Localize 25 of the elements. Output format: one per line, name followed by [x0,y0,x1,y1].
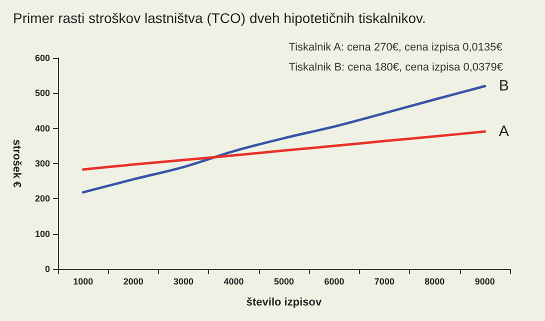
line-series [82,84,486,194]
line-series [82,130,486,171]
x-tick-label: 7000 [374,276,394,286]
x-tick-label: 3000 [174,276,194,286]
y-tick-label: 400 [34,123,50,134]
x-tick-label: 5000 [274,276,294,286]
x-tick-label: 2000 [123,276,144,286]
x-tick-label: 9000 [474,276,495,286]
y-tick-label: 300 [34,158,50,168]
x-tick-label: 6000 [324,276,344,286]
x-tick-label: 8000 [424,276,445,286]
series-label: A [498,123,509,140]
chart-title: Primer rasti stroškov lastništva (TCO) dveh hipotetičnih tiskalnikov. [13,10,426,26]
y-tick-label: 200 [34,194,50,204]
y-tick-label: 100 [34,228,50,239]
y-tick-label: 0 [44,264,50,274]
x-tick-label: 4000 [224,276,244,286]
x-axis-title: število izpisov [246,296,322,308]
y-tick-label: 600 [34,53,50,63]
y-axis-title: strošek € [10,139,22,188]
x-tick-label: 1000 [73,276,94,286]
text: Tiskalnik A: cena 270€, cena izpisa 0,0135€ [288,42,502,54]
series-label: B [498,78,509,95]
annotation: Tiskalnik B: cena 180€, cena izpisa 0,0379€ [288,62,504,74]
y-tick-label: 500 [34,88,50,98]
